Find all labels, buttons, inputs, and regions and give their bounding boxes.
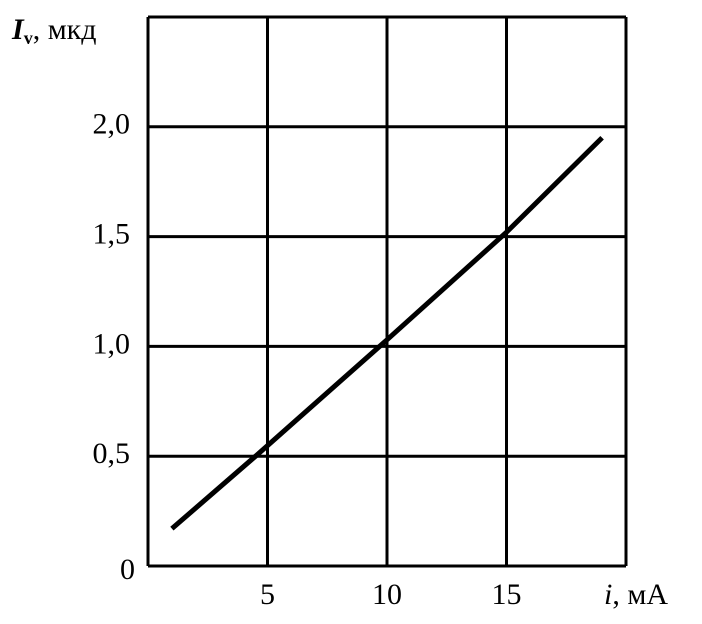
y-tick-label: 1,0 bbox=[93, 327, 131, 360]
y-label-subscript: v bbox=[24, 28, 33, 48]
y-label-unit: , мкд bbox=[33, 13, 97, 46]
x-tick-label: 15 bbox=[492, 578, 522, 611]
x-tick-label: 10 bbox=[372, 578, 402, 611]
y-tick-label: 2,0 bbox=[93, 108, 131, 141]
y-tick-label: 1,5 bbox=[93, 217, 131, 250]
data-line bbox=[170, 136, 604, 531]
y-tick-label: 0,5 bbox=[93, 437, 131, 470]
x-label-unit: , мА bbox=[612, 578, 668, 611]
y-label-symbol: I bbox=[11, 13, 25, 46]
y-axis-label: Iv, мкд bbox=[11, 13, 97, 48]
x-axis-label: i, мА bbox=[604, 578, 668, 611]
x-label-symbol: i bbox=[604, 578, 612, 611]
x-tick-label: 5 bbox=[260, 578, 275, 611]
y-tick-label: 0 bbox=[120, 553, 135, 586]
